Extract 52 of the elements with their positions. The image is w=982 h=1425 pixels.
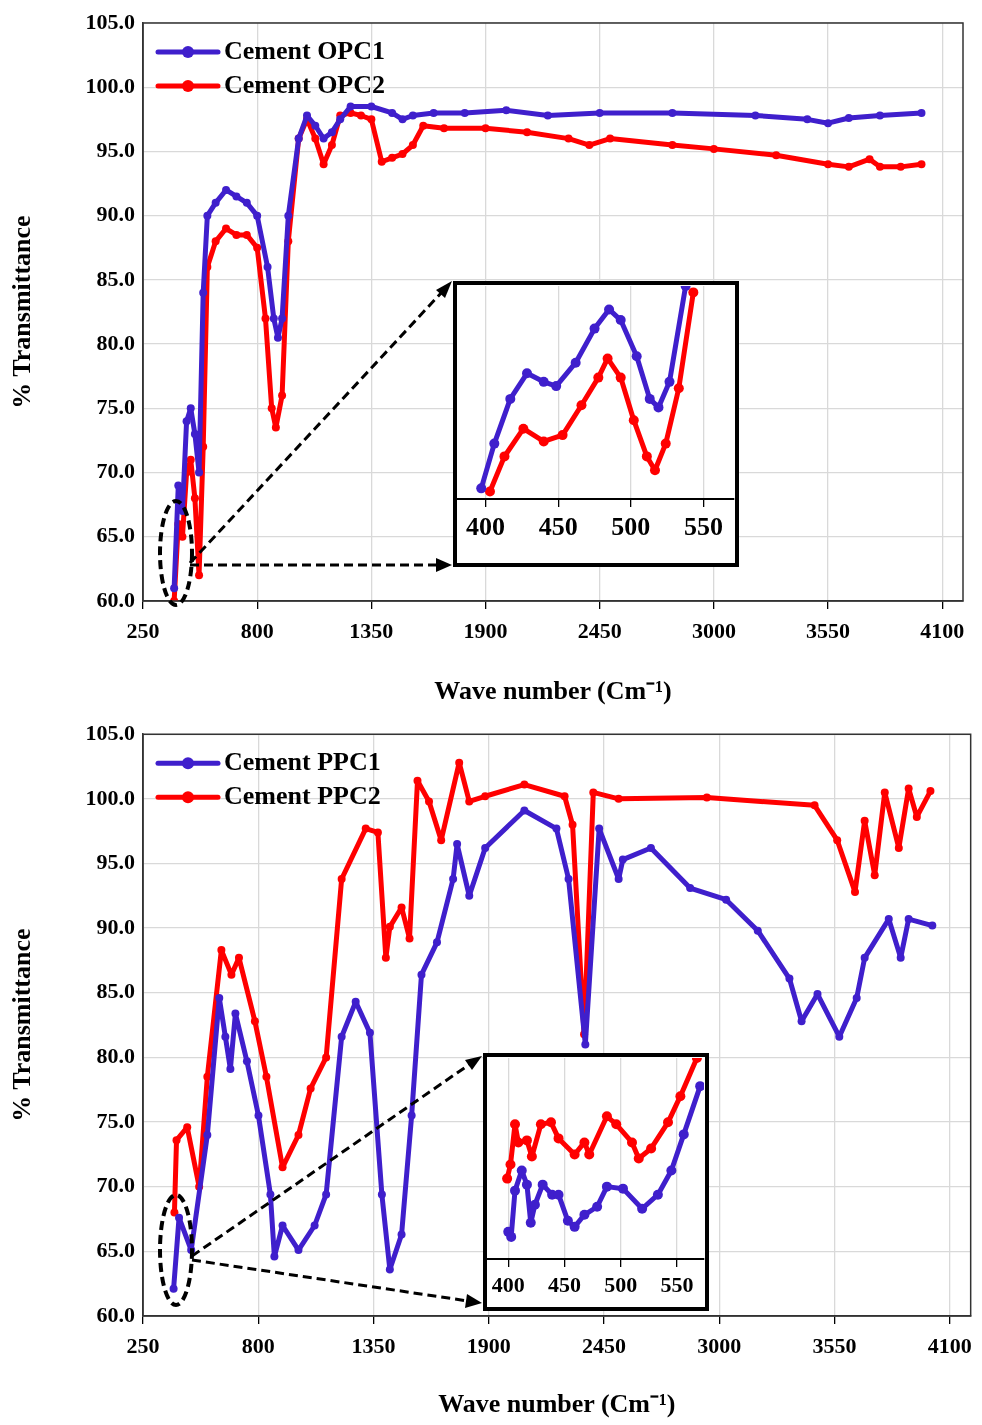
y-tick-label: 70.0 xyxy=(96,1172,135,1198)
x-tick-label: 3000 xyxy=(697,1332,742,1358)
x-tick-label: 500 xyxy=(604,1271,638,1297)
x-tick-label: 550 xyxy=(683,512,723,542)
y-tick-label: 100.0 xyxy=(85,784,135,810)
x-tick-label: 800 xyxy=(241,1332,275,1358)
y-tick-label: 90.0 xyxy=(96,201,135,227)
y-tick-label: 65.0 xyxy=(96,522,135,548)
x-tick-label: 3550 xyxy=(812,1332,857,1358)
x-tick-label: 1350 xyxy=(351,1332,396,1358)
y-tick-label: 80.0 xyxy=(96,1043,135,1069)
y-tick-label: 105.0 xyxy=(85,8,135,34)
x-tick-label: 450 xyxy=(538,512,578,542)
y-tick-label: 75.0 xyxy=(96,394,135,420)
x-tick-label: 400 xyxy=(466,512,506,542)
x-tick-label: 250 xyxy=(126,617,160,643)
x-tick-label: 1350 xyxy=(349,617,394,643)
y-tick-label: 65.0 xyxy=(96,1237,135,1263)
legend-label: Cement OPC1 xyxy=(224,35,386,65)
y-tick-label: 85.0 xyxy=(96,978,135,1004)
y-tick-label: 95.0 xyxy=(96,849,135,875)
legend-label: Cement PPC1 xyxy=(224,746,381,776)
x-axis-title: Wave number (Cm⁻¹) xyxy=(438,1389,676,1419)
y-axis-title: % Transmittance xyxy=(7,215,37,409)
x-tick-label: 1900 xyxy=(463,617,508,643)
y-tick-label: 60.0 xyxy=(96,586,135,612)
legend-label: Cement PPC2 xyxy=(224,780,381,810)
x-tick-label: 400 xyxy=(491,1271,525,1297)
y-tick-label: 100.0 xyxy=(85,72,135,98)
x-tick-label: 4100 xyxy=(920,617,965,643)
x-tick-label: 1900 xyxy=(466,1332,511,1358)
y-tick-label: 90.0 xyxy=(96,913,135,939)
x-tick-label: 500 xyxy=(611,512,651,542)
x-tick-label: 3550 xyxy=(806,617,851,643)
y-tick-label: 85.0 xyxy=(96,265,135,291)
y-tick-label: 70.0 xyxy=(96,458,135,484)
y-tick-label: 105.0 xyxy=(85,719,135,745)
y-tick-label: 75.0 xyxy=(96,1107,135,1133)
y-tick-label: 60.0 xyxy=(96,1301,135,1327)
x-axis-title: Wave number (Cm⁻¹) xyxy=(434,676,672,706)
x-tick-label: 2450 xyxy=(581,1332,626,1358)
y-tick-label: 80.0 xyxy=(96,329,135,355)
x-tick-label: 4100 xyxy=(927,1332,972,1358)
y-tick-label: 95.0 xyxy=(96,137,135,163)
legend-label: Cement OPC2 xyxy=(224,69,386,99)
x-tick-label: 3000 xyxy=(691,617,736,643)
x-tick-label: 2450 xyxy=(577,617,622,643)
x-tick-label: 800 xyxy=(240,617,274,643)
x-tick-label: 250 xyxy=(126,1332,160,1358)
y-axis-title: % Transmittance xyxy=(7,928,37,1122)
x-tick-label: 550 xyxy=(660,1271,694,1297)
x-tick-label: 450 xyxy=(548,1271,581,1297)
